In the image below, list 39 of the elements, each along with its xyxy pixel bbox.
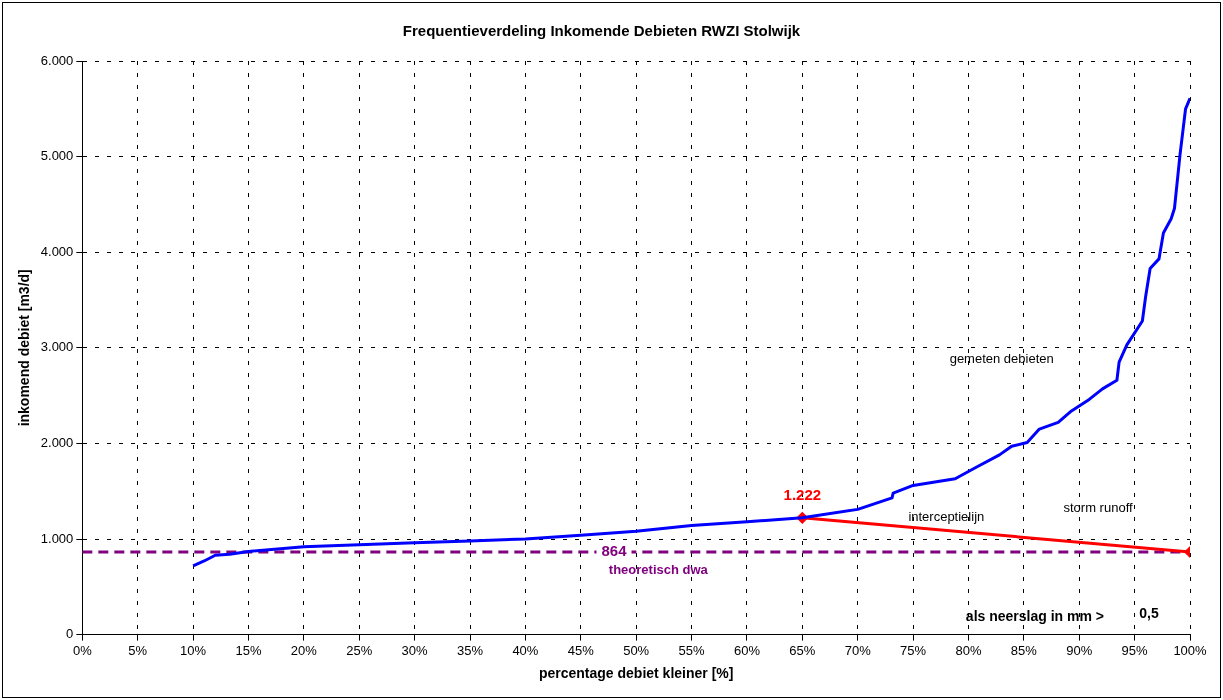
x-tick-label: 70% [844, 642, 872, 658]
annotation: als neerslag in mm > [965, 608, 1104, 625]
x-tick-label: 95% [1121, 642, 1149, 658]
x-tick-label: 0% [72, 642, 93, 658]
x-tick-label: 5% [128, 642, 148, 658]
y-axis-title: inkomend debiet [m3/d] [16, 269, 33, 427]
y-tick-label: 0 [66, 626, 74, 642]
x-tick-label: 85% [1010, 642, 1038, 658]
x-tick-label: 80% [955, 642, 982, 658]
x-tick-label: 75% [900, 642, 927, 658]
x-axis-title: percentage debiet kleiner [%] [538, 665, 734, 682]
x-tick-label: 10% [180, 642, 207, 658]
x-tick-label: 100% [1173, 642, 1208, 658]
x-tick-label: 45% [567, 642, 595, 658]
chart-title: Frequentieverdeling Inkomende Debieten RWZI Stolwijk [402, 22, 801, 40]
annotation: theoretisch dwa [608, 561, 709, 577]
x-tick-label: 55% [678, 642, 705, 658]
x-tick-label: 40% [512, 642, 539, 658]
x-tick-label: 30% [401, 642, 429, 658]
x-tick-label: 65% [789, 642, 816, 658]
x-tick-label: 25% [346, 642, 373, 658]
y-tick-label: 6.000 [40, 52, 74, 68]
y-tick-label: 2.000 [40, 434, 74, 450]
x-tick-label: 35% [457, 642, 484, 658]
x-tick-label: 90% [1066, 642, 1093, 658]
y-tick-label: 4.000 [40, 243, 74, 259]
annotation: interceptielijn [908, 508, 985, 524]
y-tick-label: 5.000 [40, 148, 74, 164]
annotation: 1.222 [783, 485, 822, 503]
annotation: storm runoff [1063, 499, 1134, 515]
annotation: gemeten debieten [949, 350, 1054, 366]
x-tick-label: 60% [733, 642, 761, 658]
ref-line-label: 864 [601, 542, 628, 560]
x-tick-label: 15% [235, 642, 262, 658]
x-tick-label: 50% [623, 642, 650, 658]
annotation: 0,5 [1139, 605, 1159, 622]
x-tick-label: 20% [290, 642, 318, 658]
y-tick-label: 1.000 [40, 530, 74, 546]
y-tick-label: 3.000 [40, 339, 74, 355]
